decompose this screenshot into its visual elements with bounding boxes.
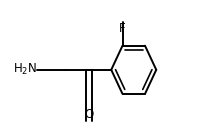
Text: O: O: [84, 108, 93, 121]
Text: F: F: [119, 22, 126, 35]
Text: H$_2$N: H$_2$N: [13, 62, 37, 77]
